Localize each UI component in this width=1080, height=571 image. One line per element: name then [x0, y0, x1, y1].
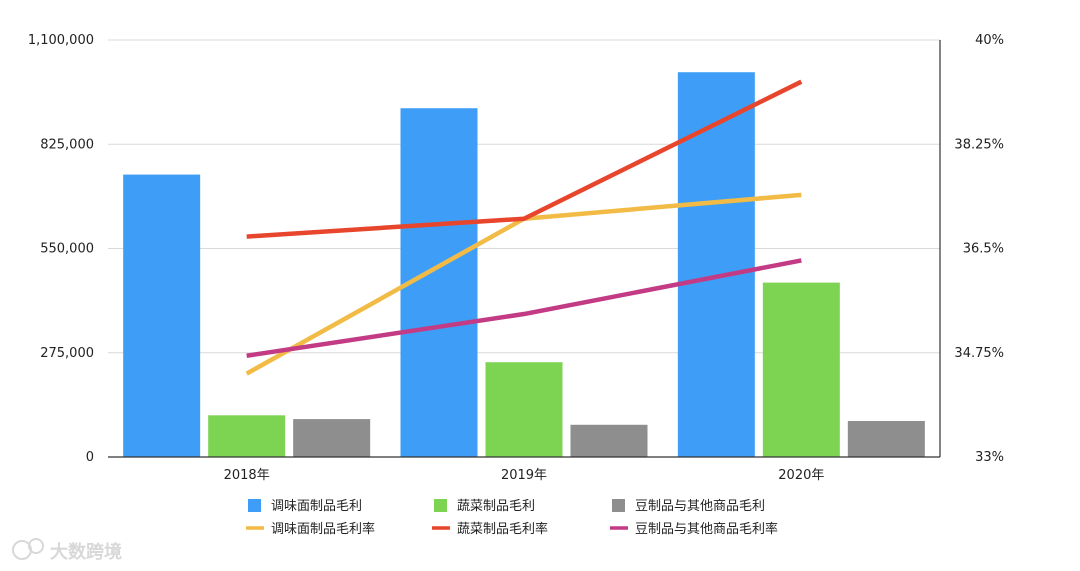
legend-label: 调味面制品毛利率	[271, 521, 375, 537]
bar	[847, 420, 925, 457]
legend-label: 调味面制品毛利	[271, 499, 362, 514]
watermark-text: 大数跨境	[50, 541, 122, 563]
bar	[485, 362, 563, 457]
legend-label: 蔬菜制品毛利	[457, 499, 535, 514]
legend-label: 豆制品与其他商品毛利	[635, 499, 765, 514]
y-right-tick-label: 36.5%	[963, 242, 1004, 257]
bar	[677, 72, 755, 458]
x-tick-label: 2020年	[778, 468, 824, 483]
bar	[762, 282, 840, 457]
x-tick-label: 2019年	[501, 468, 547, 483]
y-left-tick-label: 0	[86, 450, 94, 465]
legend-swatch	[248, 499, 261, 512]
y-left-tick-label: 825,000	[40, 137, 94, 152]
bar	[293, 419, 371, 457]
series-line	[246, 258, 802, 358]
y-right-tick-label: 38.25%	[954, 137, 1004, 152]
bar	[570, 424, 648, 457]
y-right-tick-label: 34.75%	[954, 346, 1004, 361]
y-left-tick-label: 275,000	[40, 346, 94, 361]
bar	[123, 174, 201, 457]
y-right-tick-label: 33%	[975, 450, 1004, 465]
y-left-tick-label: 1,100,000	[28, 33, 94, 48]
legend-swatch	[434, 499, 447, 512]
legend-label: 蔬菜制品毛利率	[457, 521, 548, 537]
series-line	[246, 79, 803, 239]
x-tick-label: 2018年	[224, 468, 270, 483]
watermark-logo-icon	[12, 540, 32, 560]
legend-label: 豆制品与其他商品毛利率	[635, 521, 778, 537]
legend-swatch	[612, 499, 625, 512]
watermark: 大数跨境	[12, 538, 122, 563]
y-right-tick-label: 40%	[975, 33, 1004, 48]
lines	[245, 79, 803, 376]
axes: 0 275,000 550,000 825,000 1,100,000 33% 34.75%…	[28, 33, 1004, 483]
bar	[208, 415, 286, 457]
bars	[123, 72, 925, 458]
y-left-tick-label: 550,000	[40, 242, 94, 257]
watermark-logo-icon-2	[28, 538, 44, 554]
